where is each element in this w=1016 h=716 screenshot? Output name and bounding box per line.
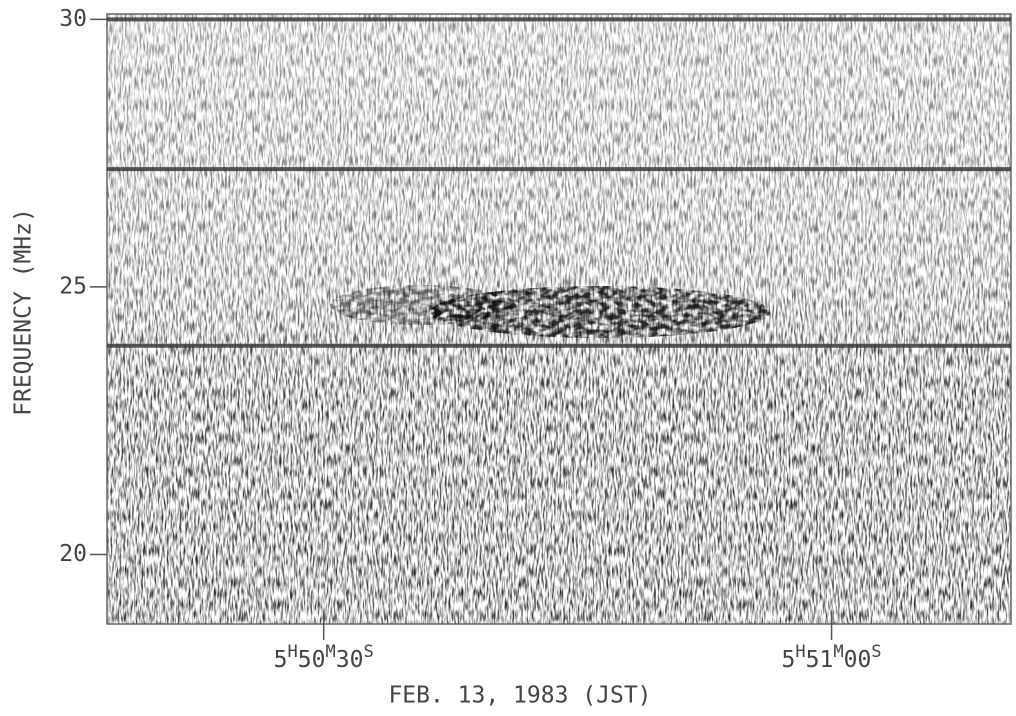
y-tick-label: 20 xyxy=(59,541,87,567)
x-tick-label: 5H50M30S xyxy=(274,642,374,673)
y-tick-label: 30 xyxy=(59,6,87,32)
y-axis-label: FREQUENCY (MHz) xyxy=(11,208,37,416)
x-axis-label: FEB. 13, 1983 (JST) xyxy=(388,683,651,709)
x-tick-label: 5H51M00S xyxy=(782,642,882,673)
y-tick-label: 25 xyxy=(59,273,87,299)
spectrum-texture xyxy=(107,14,1011,624)
chart: FREQUENCY (MHz) FEB. 13, 1983 (JST) 20 25… xyxy=(0,0,1016,716)
